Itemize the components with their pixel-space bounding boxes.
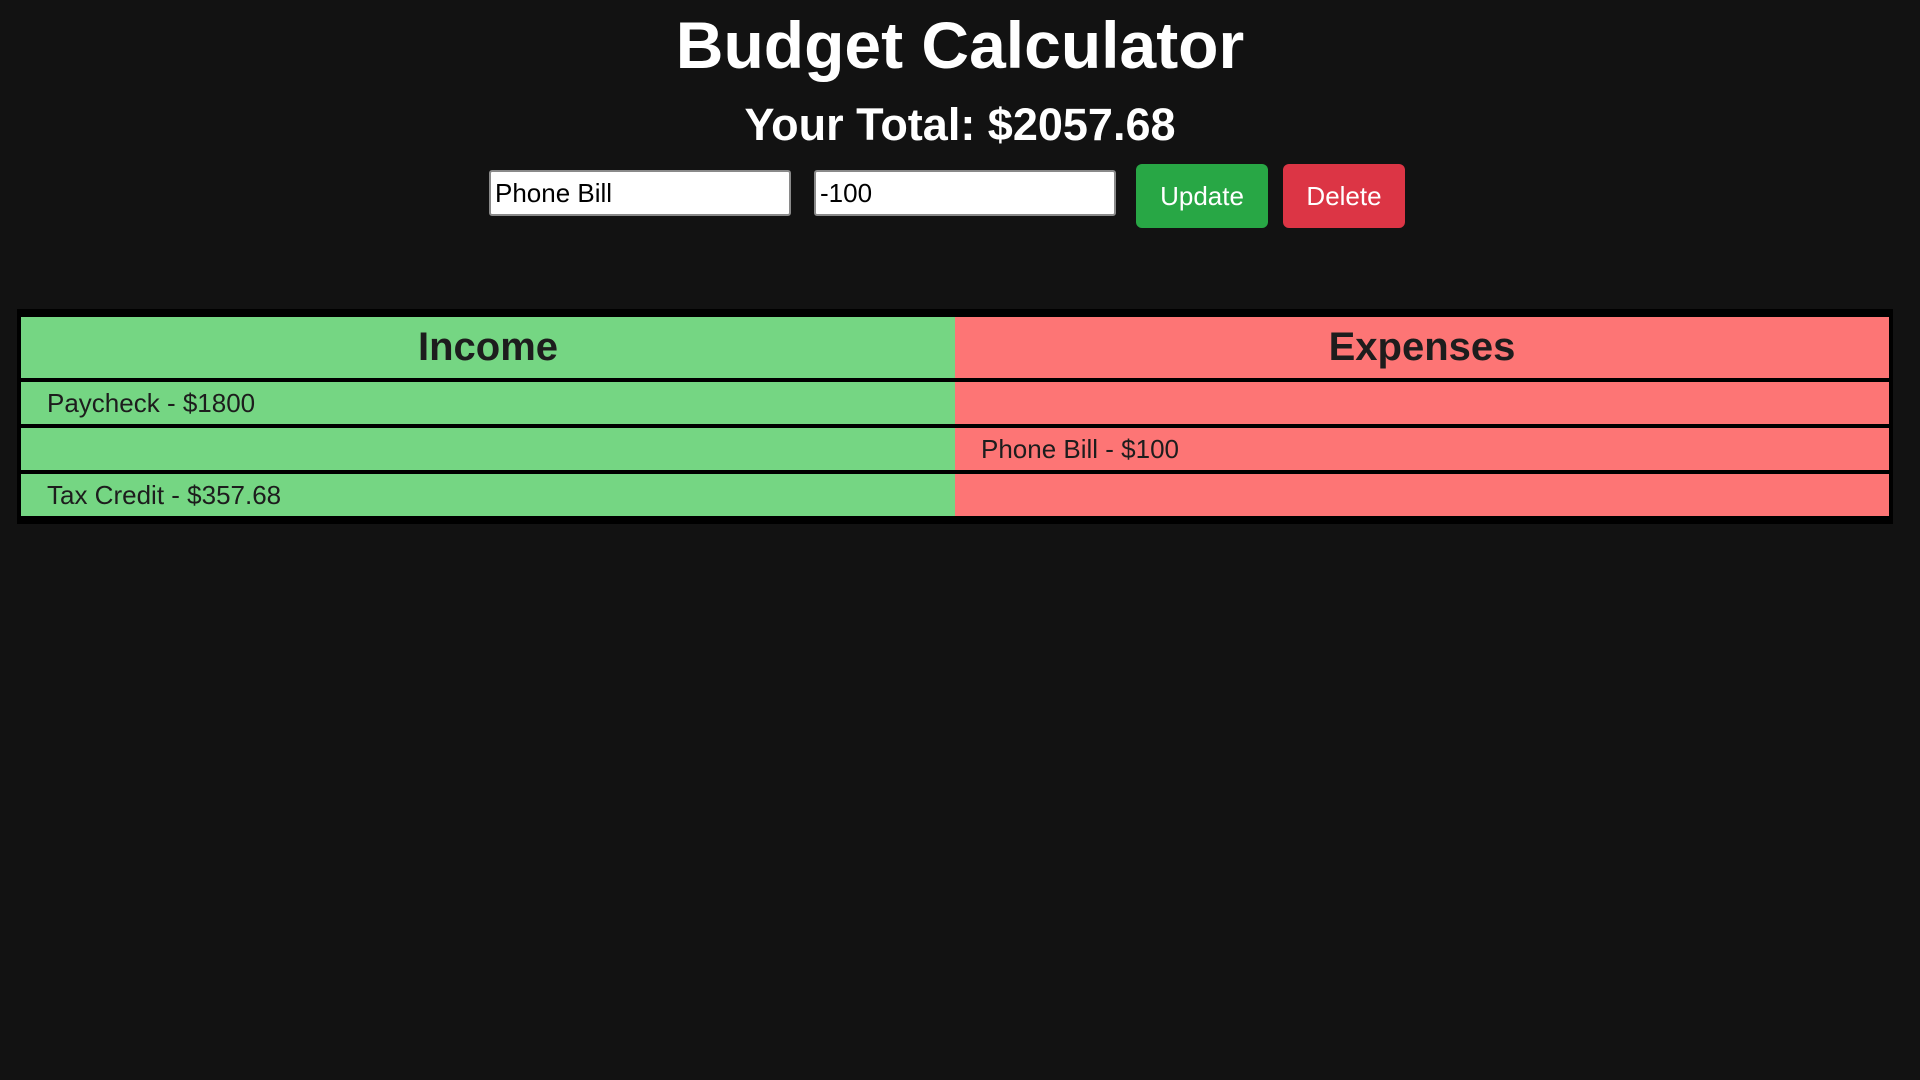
budget-table: Income Expenses Paycheck - $1800 Phone B… bbox=[17, 309, 1893, 524]
delete-button[interactable]: Delete bbox=[1283, 164, 1405, 228]
table-row: Phone Bill - $100 bbox=[21, 428, 1889, 470]
expense-cell[interactable] bbox=[955, 474, 1889, 516]
income-cell[interactable] bbox=[21, 428, 955, 470]
table-row: Tax Credit - $357.68 bbox=[21, 474, 1889, 516]
income-header: Income bbox=[21, 317, 955, 378]
total-display: Your Total: $2057.68 bbox=[744, 99, 1176, 150]
expenses-header: Expenses bbox=[955, 317, 1889, 378]
expense-cell[interactable] bbox=[955, 382, 1889, 424]
item-name-input[interactable] bbox=[489, 170, 791, 216]
update-button[interactable]: Update bbox=[1136, 164, 1268, 228]
table-row: Paycheck - $1800 bbox=[21, 382, 1889, 424]
page-title: Budget Calculator bbox=[675, 8, 1245, 82]
income-cell[interactable]: Paycheck - $1800 bbox=[21, 382, 955, 424]
table-header-row: Income Expenses bbox=[21, 317, 1889, 378]
item-amount-input[interactable] bbox=[814, 170, 1116, 216]
income-cell[interactable]: Tax Credit - $357.68 bbox=[21, 474, 955, 516]
expense-cell[interactable]: Phone Bill - $100 bbox=[955, 428, 1889, 470]
